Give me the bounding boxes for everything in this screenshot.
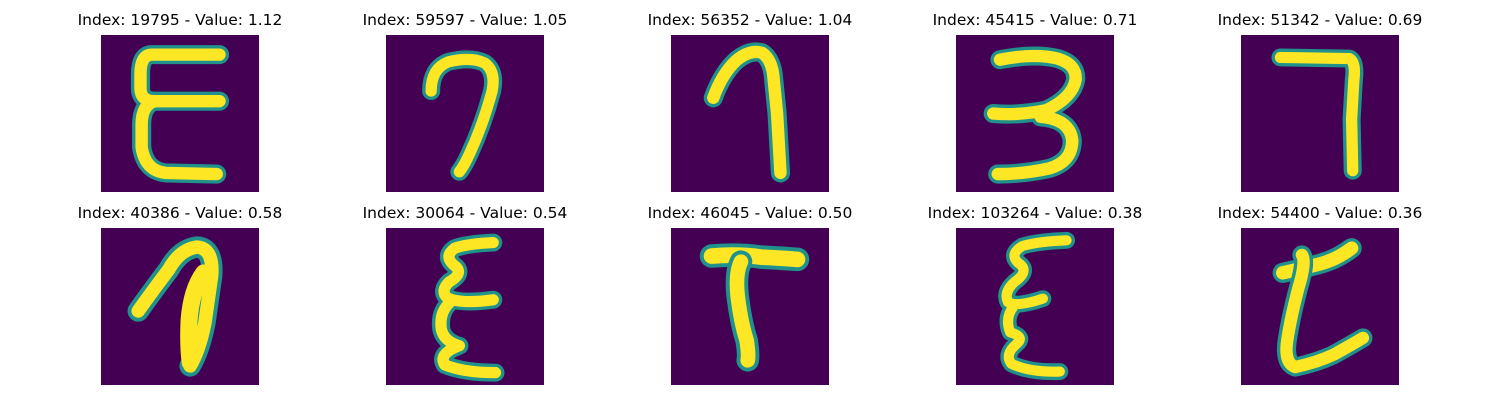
digit-glyph-e xyxy=(130,45,230,184)
digit-glyph-e-script xyxy=(431,233,505,382)
digit-image xyxy=(1241,228,1399,385)
sample-panel: Index: 46045 - Value: 0.50 xyxy=(605,193,895,385)
sample-panel: Index: 45415 - Value: 0.71 xyxy=(890,0,1180,192)
digit-glyph-3 xyxy=(983,46,1086,184)
sample-panel: Index: 56352 - Value: 1.04 xyxy=(605,0,895,192)
digit-image xyxy=(101,228,259,385)
panel-title: Index: 40386 - Value: 0.58 xyxy=(77,204,283,222)
digit-image xyxy=(956,228,1114,385)
digit-image xyxy=(386,228,544,385)
digit-glyph-t-hook xyxy=(1272,238,1373,377)
panel-title: Index: 103264 - Value: 0.38 xyxy=(927,204,1143,222)
sample-panel: Index: 19795 - Value: 1.12 xyxy=(35,0,325,192)
digit-image xyxy=(101,35,259,192)
panel-title: Index: 56352 - Value: 1.04 xyxy=(647,11,853,29)
panel-title: Index: 45415 - Value: 0.71 xyxy=(932,11,1138,29)
digit-glyph-e-script xyxy=(998,231,1076,381)
panel-title: Index: 30064 - Value: 0.54 xyxy=(362,204,568,222)
digit-image xyxy=(386,35,544,192)
digit-glyph-1-bold xyxy=(127,236,223,377)
sample-panel: Index: 103264 - Value: 0.38 xyxy=(890,193,1180,385)
digit-image xyxy=(956,35,1114,192)
panel-title: Index: 54400 - Value: 0.36 xyxy=(1217,204,1423,222)
digit-glyph-7 xyxy=(422,50,503,181)
sample-panel: Index: 51342 - Value: 0.69 xyxy=(1175,0,1465,192)
sample-panel: Index: 30064 - Value: 0.54 xyxy=(320,193,610,385)
panel-title: Index: 59597 - Value: 1.05 xyxy=(362,11,568,29)
digit-image xyxy=(1241,35,1399,192)
digit-image xyxy=(671,35,829,192)
digit-glyph-7 xyxy=(1271,48,1364,180)
sample-panel: Index: 59597 - Value: 1.05 xyxy=(320,0,610,192)
digit-glyph-t xyxy=(699,243,810,372)
panel-title: Index: 46045 - Value: 0.50 xyxy=(647,204,853,222)
digit-glyph-1 xyxy=(703,42,791,183)
panel-title: Index: 51342 - Value: 0.69 xyxy=(1217,11,1423,29)
panel-title: Index: 19795 - Value: 1.12 xyxy=(77,11,283,29)
digit-image xyxy=(671,228,829,385)
sample-panel: Index: 54400 - Value: 0.36 xyxy=(1175,193,1465,385)
sample-panel: Index: 40386 - Value: 0.58 xyxy=(35,193,325,385)
